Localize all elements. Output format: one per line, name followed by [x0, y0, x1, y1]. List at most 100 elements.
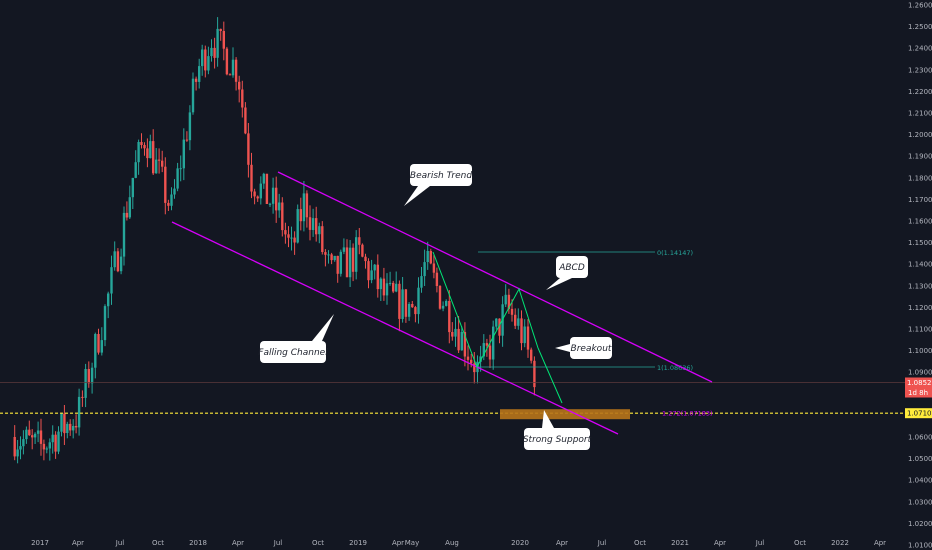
candle-body [445, 301, 448, 306]
candle-body [128, 197, 131, 218]
candle-body [179, 168, 182, 170]
candle-body [284, 230, 287, 235]
y-tick-label: 1.21000 [908, 110, 932, 118]
candle-body [185, 139, 189, 141]
candle-body [361, 244, 364, 257]
candle-body [348, 247, 352, 278]
candle-body [448, 301, 451, 333]
candle-body [143, 145, 146, 149]
candle-body [42, 443, 46, 450]
y-tick-label: 1.23000 [908, 66, 932, 74]
candle-body [367, 261, 370, 281]
candle-body [420, 276, 423, 288]
candle-body [305, 193, 309, 218]
x-tick-label: Oct [152, 539, 164, 547]
candle-body [97, 334, 100, 353]
candle-body [293, 237, 296, 243]
strong-support-callout: Strong Support [523, 410, 592, 450]
candle-body [411, 304, 414, 308]
candle-body [385, 283, 389, 296]
candle-body [364, 256, 367, 262]
candle-body [473, 363, 476, 373]
candle-body [414, 307, 417, 315]
timer-badge-text: 1d 8h [908, 389, 928, 397]
y-tick-label: 1.09000 [908, 369, 932, 377]
channel-upper-line [277, 171, 713, 383]
candle-body [454, 328, 457, 337]
y-tick-label: 1.19000 [908, 153, 932, 161]
candle-body [523, 326, 526, 344]
candle-body [191, 78, 195, 113]
candle-body [134, 162, 137, 178]
candle-body [110, 267, 113, 294]
falling-channel-callout: Falling Channel [258, 314, 334, 363]
candle-body [466, 356, 470, 360]
strong-support-callout-text: Strong Support [523, 435, 592, 445]
support-price-badge-text: 1.07103 [907, 410, 932, 418]
candle-body [290, 237, 293, 239]
candle-body [182, 139, 185, 169]
x-tick-label: Jul [273, 539, 283, 547]
abcd-callout-tail [546, 278, 572, 290]
candle-body [318, 226, 321, 235]
timer-badge [905, 387, 932, 398]
candle-body [164, 166, 167, 203]
candle-body [155, 159, 158, 174]
bearish-trend-callout: Bearish Trend [404, 164, 472, 206]
candle-body [228, 74, 232, 76]
candle-body [204, 49, 207, 71]
x-tick-label: Jul [115, 539, 125, 547]
y-tick-label: 1.03000 [908, 498, 932, 506]
candle-body [351, 247, 355, 272]
candle-body [460, 332, 463, 351]
candle-body [66, 423, 69, 433]
candle-body [16, 449, 19, 457]
breakout-callout-tail [555, 344, 570, 352]
callouts: Bearish Trend ABCD Falling Channel Breakout… [258, 164, 612, 450]
candle-body [275, 187, 278, 211]
candle-body [188, 112, 192, 141]
candle-body [36, 430, 40, 434]
candle-body [90, 367, 94, 384]
candle-body [520, 318, 523, 344]
strong-support-callout-box [524, 428, 590, 450]
x-tick-label: 2018 [189, 539, 207, 547]
candle-body [507, 294, 511, 309]
candle-body [198, 66, 201, 82]
abcd-callout: ABCD [546, 256, 588, 290]
candle-body [222, 31, 225, 49]
channel-lower-line [171, 221, 619, 435]
candle-body [401, 289, 404, 319]
candle-body [48, 442, 51, 449]
candle-body [103, 306, 107, 341]
candle-body [407, 304, 411, 317]
candle-body [125, 212, 129, 218]
bearish-trend-callout-tail [404, 186, 430, 206]
candle-body [122, 212, 126, 257]
strong-support-callout-tail [542, 410, 554, 428]
candle-body [339, 251, 342, 274]
candle-body [358, 237, 361, 245]
y-tick-label: 1.25000 [908, 23, 932, 31]
x-tick-label: Apr [556, 539, 568, 547]
x-tick-label: Oct [634, 539, 646, 547]
candle-body [94, 334, 97, 368]
candle-body [336, 255, 339, 274]
candle-body [395, 283, 398, 292]
x-tick-label: Apr [874, 539, 886, 547]
candle-body [495, 318, 498, 327]
y-tick-label: 1.14000 [908, 261, 932, 269]
candle-body [311, 218, 315, 230]
abcd-pattern [432, 251, 539, 369]
candle-body [77, 396, 81, 428]
candle-body [207, 56, 210, 71]
candle-body [526, 326, 530, 350]
candle-body [170, 194, 173, 206]
candle-body [333, 255, 336, 261]
candle-body [113, 251, 116, 268]
candle-body [429, 251, 432, 264]
candle-body [530, 349, 533, 361]
candle-body [173, 188, 176, 195]
